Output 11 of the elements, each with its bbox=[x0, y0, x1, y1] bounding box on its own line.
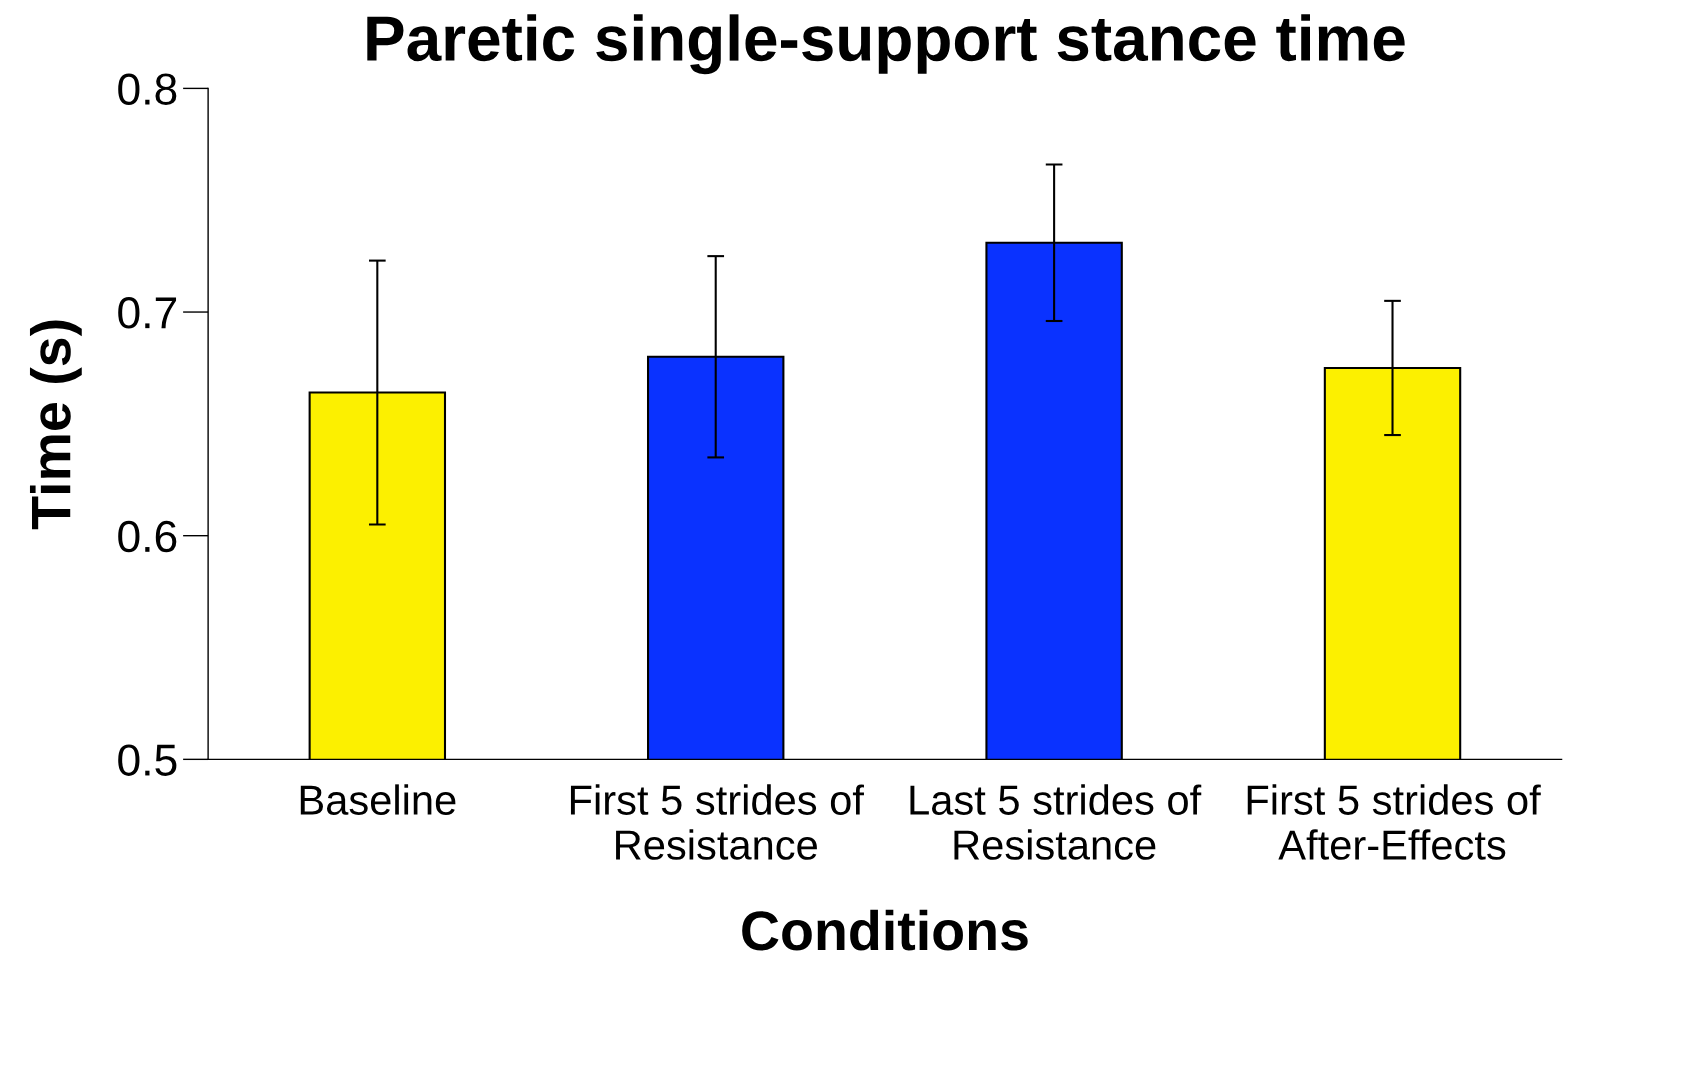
chart-title: Paretic single-support stance time bbox=[367, 14, 1405, 75]
x-tick-label: Baseline bbox=[300, 784, 456, 815]
x-axis-title: Conditions bbox=[742, 909, 1028, 951]
x-tick-label: First 5 strides of After-Effects bbox=[1247, 784, 1541, 860]
y-axis-title: Time (s) bbox=[29, 320, 82, 530]
y-tick-label: 0.7 bbox=[118, 297, 177, 329]
y-tick-label: 0.5 bbox=[118, 744, 177, 776]
y-tick-label: 0.8 bbox=[118, 73, 177, 105]
y-tick-label: 0.6 bbox=[118, 520, 177, 553]
x-tick-label: First 5 strides of Resistance bbox=[570, 784, 864, 860]
x-tick-label: Last 5 strides of Resistance bbox=[910, 784, 1202, 860]
